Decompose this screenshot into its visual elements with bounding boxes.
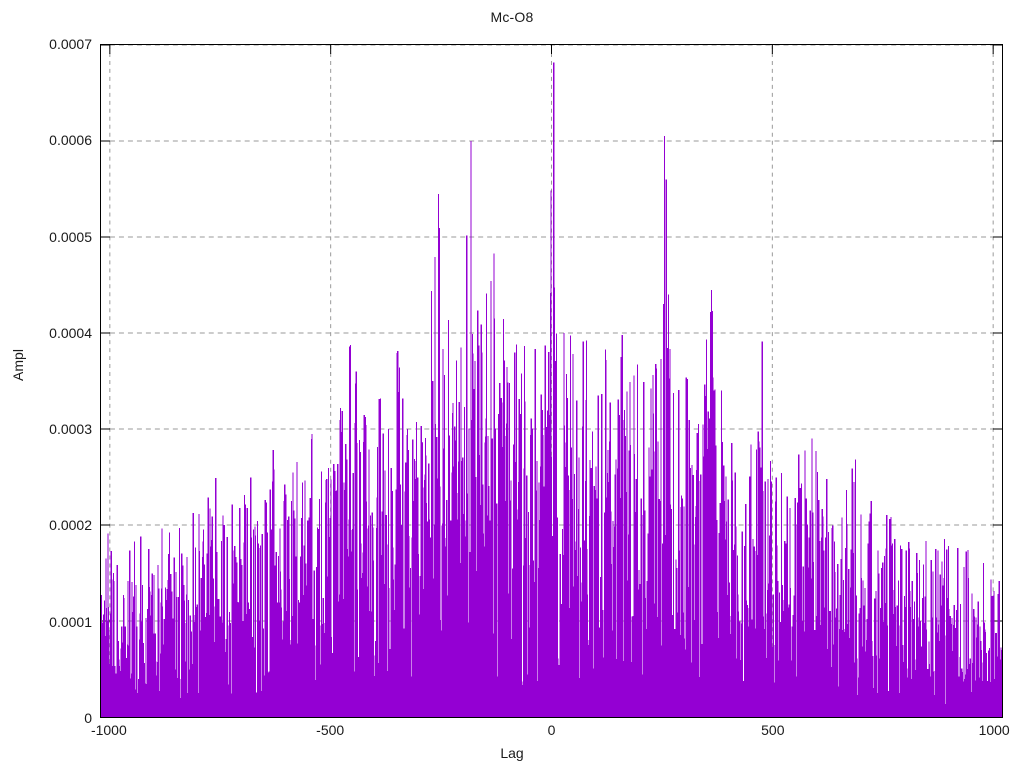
x-tick-label: 1000 (978, 722, 1010, 738)
y-tick-label: 0.0002 (49, 517, 92, 534)
x-tick-label: 0 (547, 722, 556, 738)
plot-area (100, 44, 1003, 718)
x-tick-label: -1000 (90, 722, 127, 738)
y-axis-tick-labels: 0 0.0001 0.0002 0.0003 0.0004 0.0005 0.0006 0.0… (0, 36, 92, 726)
x-tick-label: -500 (316, 722, 345, 738)
y-tick-label: 0.0003 (49, 421, 92, 438)
y-tick-label: 0.0007 (49, 36, 92, 52)
chart-title: Mc-O8 (490, 9, 534, 25)
x-tick-label: 500 (761, 722, 785, 738)
x-axis-tick-labels: -1000 -500 0 500 1000 (91, 722, 1010, 746)
y-tick-label: 0.0001 (49, 613, 92, 630)
y-tick-label: 0.0004 (49, 324, 92, 341)
impulse-series (101, 62, 1002, 717)
y-tick-label: 0.0006 (49, 132, 92, 149)
y-tick-label: 0.0005 (49, 228, 92, 245)
y-tick-label: 0 (84, 710, 92, 726)
y-axis-title: Ampl (10, 349, 26, 381)
x-axis-title: Lag (500, 745, 524, 761)
